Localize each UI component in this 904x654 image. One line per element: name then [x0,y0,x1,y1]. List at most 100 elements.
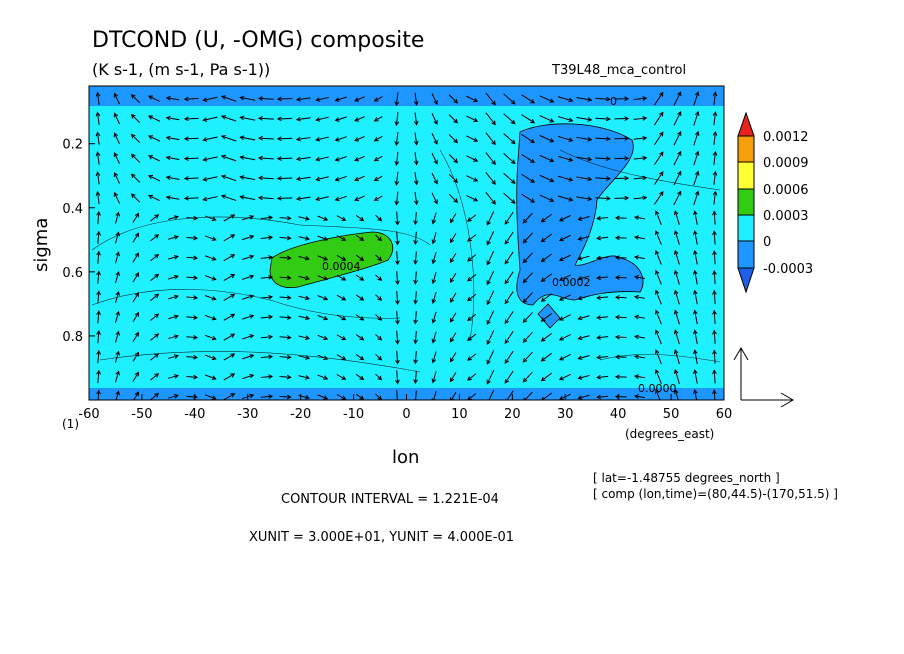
wind-vector [395,231,400,246]
wind-vector [220,134,237,142]
wind-vector [431,311,437,324]
wind-vector [654,249,662,265]
wind-vector [202,136,218,142]
x-tick-label: 20 [504,407,521,422]
x-axis-title: lon [392,447,419,468]
wind-vector [257,175,274,181]
wind-vector [693,170,700,186]
wind-vector [315,96,329,102]
wind-vector [521,173,536,183]
wind-vector [95,111,101,125]
wind-vector [577,215,590,221]
wind-vector [654,269,662,285]
wind-vector [486,290,495,306]
wind-vector [132,292,140,303]
wind-vector [431,351,437,364]
wind-vector [712,289,717,305]
wind-vector [654,131,664,146]
wind-vector [150,214,160,222]
wind-vector [503,172,516,184]
wind-vector [242,354,255,360]
colorbar-segment [737,161,755,190]
wind-vector [540,213,552,223]
wind-vector [276,156,293,161]
wind-vector [413,92,419,106]
wind-vector [279,394,292,400]
wind-vector [596,354,609,360]
wind-vector [614,215,627,221]
wind-vector [614,175,630,181]
wind-vector [486,211,495,226]
wind-vector [239,135,256,141]
wind-vector [522,252,533,264]
wind-vector [614,116,630,121]
wind-vector [431,113,438,125]
wind-vector [260,334,274,340]
wind-vector [693,190,700,205]
wind-vector [466,135,479,142]
x-tick-label: -60 [78,407,99,422]
wind-vector [95,91,101,105]
wind-vector [673,111,682,126]
wind-vector [295,96,311,102]
wind-vector [712,170,718,185]
wind-vector [576,136,593,142]
wind-vector [336,314,347,321]
wind-vector [295,136,311,142]
chart-units: (K s-1, (m s-1, Pa s-1)) [92,60,270,79]
y-tick-label: 0.8 [62,330,83,345]
wind-vector [375,254,383,262]
wind-vector [413,390,418,400]
wind-vector [186,354,199,360]
wind-vector [504,291,514,305]
wind-vector [614,235,627,241]
wind-vector [431,172,438,185]
wind-vector [504,331,514,344]
wind-vector [673,289,680,305]
wind-vector [577,374,590,380]
wind-vector [540,273,552,282]
wind-vector [373,116,383,122]
wind-vector [204,394,217,400]
wind-vector [186,335,199,340]
wind-vector [577,394,590,400]
x-tick-label: 50 [663,407,680,422]
wind-vector [113,152,120,164]
wind-vector [633,195,648,201]
wind-vector [614,334,627,340]
wind-vector [673,210,680,226]
wind-vector [220,174,237,182]
y-axis-title: sigma [31,218,52,272]
wind-vector [577,275,590,281]
wind-vector [673,150,682,166]
wind-vector [448,173,459,184]
wind-vector [539,95,555,103]
composite-info: [ comp (lon,time)=(80,44.5)-(170,51.5) ] [593,487,838,501]
wind-vector [242,214,255,221]
wind-vector [279,235,292,241]
wind-vector [577,335,590,341]
wind-vector [431,152,438,165]
wind-vector [633,155,648,161]
wind-vector [114,211,120,224]
wind-vector [315,116,329,122]
wind-vector [485,172,496,185]
y-tick-label: 0.4 [62,202,83,217]
wind-vector [692,329,698,345]
wind-vector [673,388,679,400]
contour-label-3: 0 [610,95,617,108]
wind-vector [373,195,383,201]
wind-vector [223,353,236,361]
wind-vector [279,315,292,320]
wind-vector [431,232,437,245]
wind-vector [202,176,218,182]
wind-vector [355,254,365,261]
wind-vector [223,313,236,321]
wind-vector [334,116,347,122]
wind-vector [298,275,311,281]
wind-vector [132,272,140,283]
wind-vector [503,93,516,105]
wind-vector [633,374,645,379]
wind-vector [239,95,256,101]
wind-vector [150,273,160,282]
